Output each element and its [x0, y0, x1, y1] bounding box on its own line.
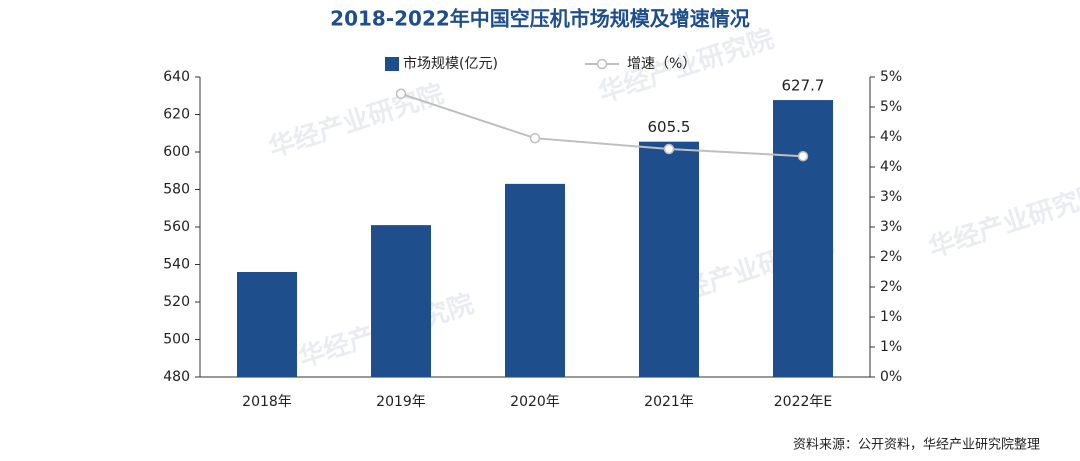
- bar: [371, 225, 431, 377]
- y-tick-label: 580: [163, 182, 190, 198]
- line-marker: [663, 143, 675, 155]
- line-marker: [529, 132, 541, 144]
- line: [400, 92, 804, 158]
- y2-tick-label: 3%: [880, 189, 902, 205]
- chart-title: 2018-2022年中国空压机市场规模及增速情况: [330, 7, 750, 31]
- y2-tick-label: 5%: [880, 69, 902, 85]
- line-marker: [797, 150, 809, 162]
- y2-tick-label: 4%: [880, 159, 902, 175]
- y2-tick-label: 2%: [880, 279, 902, 295]
- x-tick-label: 2022年E: [774, 394, 832, 410]
- bar: [237, 272, 297, 377]
- legend-swatch: [385, 57, 399, 71]
- y-tick-label: 540: [163, 257, 190, 273]
- bar: [505, 183, 565, 377]
- y-tick-label: 480: [163, 369, 190, 385]
- y2-tick-label: 4%: [880, 129, 902, 145]
- x-tick-label: 2021年: [644, 394, 694, 410]
- y-tick-label: 620: [163, 107, 190, 123]
- watermark: 华经产业研究院: [265, 78, 448, 164]
- line-marker: [395, 88, 407, 100]
- y-tick-label: 500: [163, 332, 190, 348]
- y-tick-label: 520: [163, 294, 190, 310]
- data-label: 627.7: [782, 77, 825, 95]
- data-label: 605.5: [648, 118, 691, 136]
- bar: [773, 100, 833, 377]
- x-tick-label: 2019年: [376, 394, 426, 410]
- y2-tick-label: 2%: [880, 249, 902, 265]
- y2-tick-label: 3%: [880, 219, 902, 235]
- legend-marker: [596, 58, 608, 70]
- y2-tick-label: 1%: [880, 339, 902, 355]
- y-tick-label: 560: [163, 219, 190, 235]
- y-tick-label: 600: [163, 144, 190, 160]
- y2-tick-label: 0%: [880, 369, 902, 385]
- source-note: 资料来源：公开资料，华经产业研究院整理: [793, 438, 1040, 453]
- x-tick-label: 2018年: [242, 394, 292, 410]
- y2-tick-label: 5%: [880, 99, 902, 115]
- legend-label: 市场规模(亿元): [403, 55, 498, 72]
- legend-label: 增速（%）: [627, 56, 696, 72]
- y2-tick-label: 1%: [880, 309, 902, 325]
- bar: [639, 141, 699, 377]
- watermark: 华经产业研究院: [925, 178, 1080, 264]
- y-tick-label: 640: [163, 69, 190, 85]
- x-tick-label: 2020年: [510, 394, 560, 410]
